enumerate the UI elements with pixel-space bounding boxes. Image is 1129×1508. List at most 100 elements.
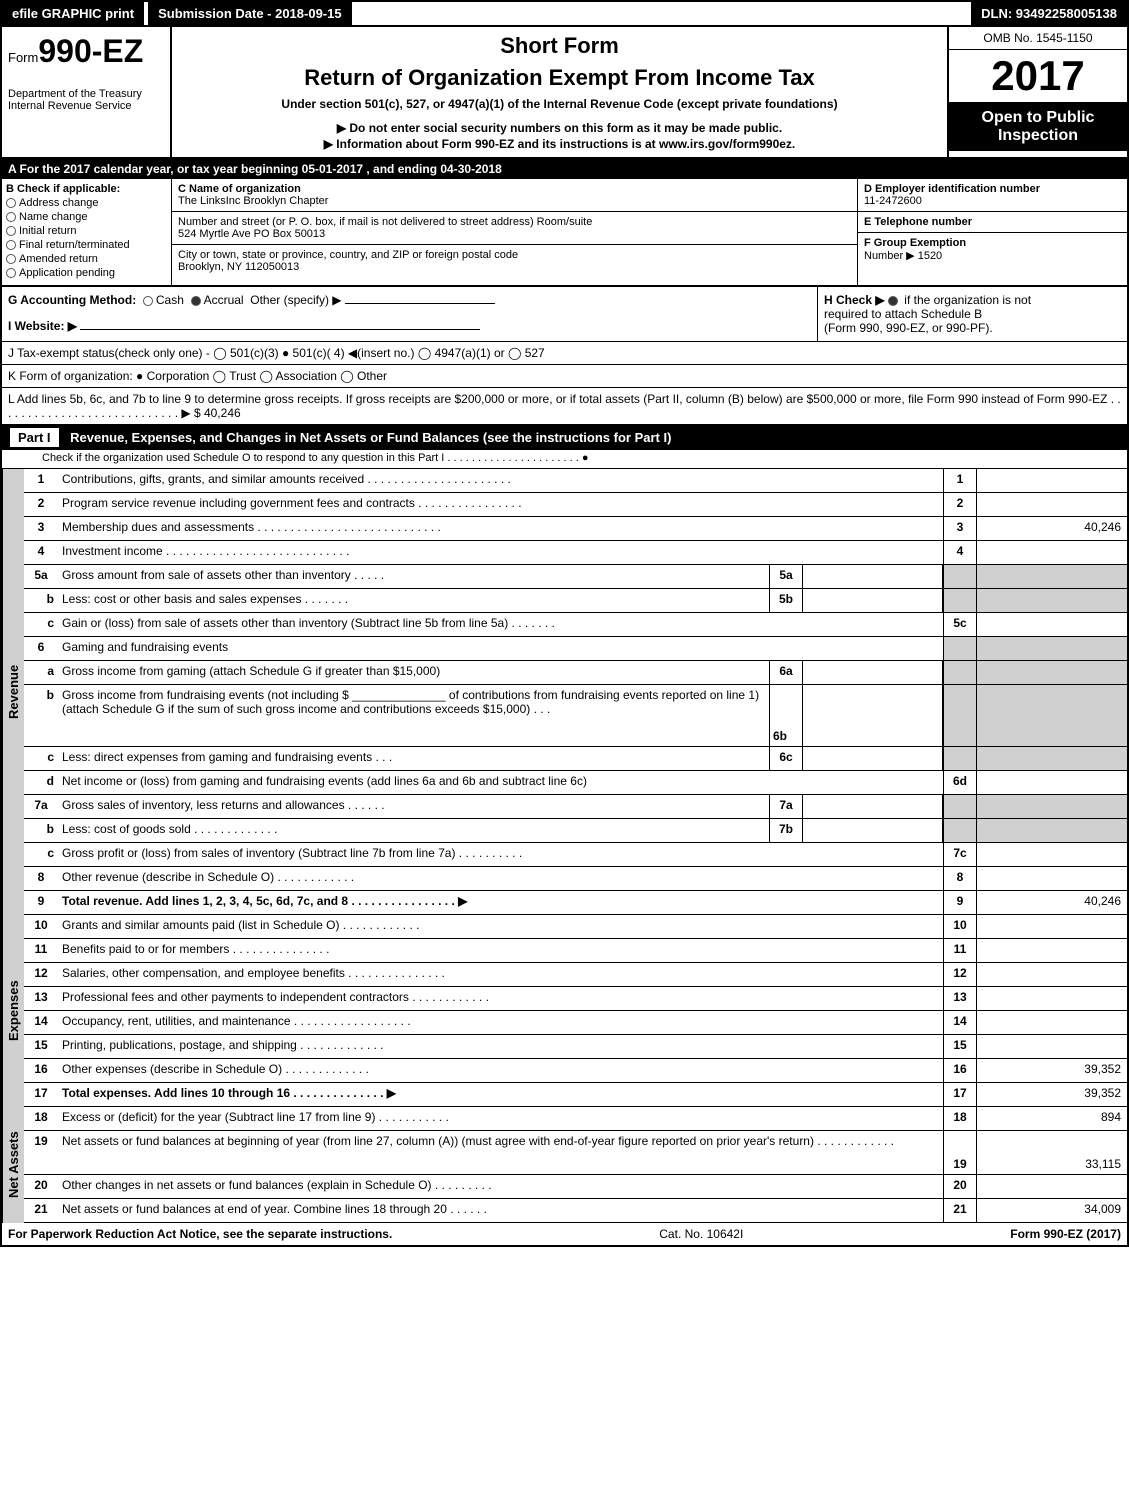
ld: Net assets or fund balances at beginning…: [58, 1131, 943, 1174]
page-footer: For Paperwork Reduction Act Notice, see …: [2, 1223, 1127, 1245]
form-subtitle: Under section 501(c), 527, or 4947(a)(1)…: [182, 97, 937, 111]
col-c-org-info: C Name of organization The LinksInc Broo…: [172, 179, 857, 285]
ld: Gaming and fundraising events: [58, 637, 943, 660]
chk-application-pending[interactable]: Application pending: [6, 267, 167, 279]
website-input[interactable]: [80, 329, 480, 330]
ln: 18: [24, 1107, 58, 1130]
open-line2: Inspection: [998, 127, 1078, 144]
line-16: 16Other expenses (describe in Schedule O…: [24, 1059, 1127, 1083]
row-a-calendar-year: A For the 2017 calendar year, or tax yea…: [2, 159, 1127, 179]
ln: 14: [24, 1011, 58, 1034]
chk-label: Final return/terminated: [19, 239, 130, 251]
lrv: 34,009: [977, 1199, 1127, 1222]
other-input[interactable]: [345, 303, 495, 304]
ln: 1: [24, 469, 58, 492]
ld: Gross income from fundraising events (no…: [58, 685, 769, 746]
ln: c: [24, 747, 58, 770]
expenses-section: Expenses 10Grants and similar amounts pa…: [2, 915, 1127, 1107]
lmv: [803, 589, 943, 612]
ld: Total revenue. Add lines 1, 2, 3, 4, 5c,…: [58, 891, 943, 914]
chk-label: Initial return: [19, 225, 76, 237]
revenue-rows: 1Contributions, gifts, grants, and simil…: [24, 469, 1127, 915]
chk-final-return[interactable]: Final return/terminated: [6, 239, 167, 251]
lrv: [977, 493, 1127, 516]
street-value: 524 Myrtle Ave PO Box 50013: [178, 228, 325, 240]
lrv: [977, 1011, 1127, 1034]
ln: 7a: [24, 795, 58, 818]
line-10: 10Grants and similar amounts paid (list …: [24, 915, 1127, 939]
lrv: [977, 867, 1127, 890]
top-bar-left: efile GRAPHIC print Submission Date - 20…: [2, 2, 352, 25]
lmv: [803, 795, 943, 818]
radio-cash[interactable]: [143, 296, 153, 306]
lrn: 21: [943, 1199, 977, 1222]
lrn: 2: [943, 493, 977, 516]
header-right: OMB No. 1545-1150 2017 Open to Public In…: [947, 27, 1127, 157]
lrv: 40,246: [977, 891, 1127, 914]
ld: Net income or (loss) from gaming and fun…: [58, 771, 943, 794]
lrn: [943, 637, 977, 660]
department-line2: Internal Revenue Service: [8, 100, 164, 112]
ln: c: [24, 843, 58, 866]
line-5a: 5aGross amount from sale of assets other…: [24, 565, 1127, 589]
form-prefix: Form: [8, 50, 38, 65]
omb-number: OMB No. 1545-1150: [949, 27, 1127, 50]
line-6: 6Gaming and fundraising events: [24, 637, 1127, 661]
line-17: 17Total expenses. Add lines 10 through 1…: [24, 1083, 1127, 1107]
part-number: Part I: [10, 428, 59, 447]
row-k-org-form: K Form of organization: ● Corporation ◯ …: [2, 365, 1127, 388]
city-value: Brooklyn, NY 112050013: [178, 261, 299, 273]
lrv: [977, 565, 1127, 588]
lrn: [943, 661, 977, 684]
col-def: D Employer identification number 11-2472…: [857, 179, 1127, 285]
org-name-cell: C Name of organization The LinksInc Broo…: [172, 179, 857, 212]
org-name-label: C Name of organization: [178, 183, 851, 195]
street-label: Number and street (or P. O. box, if mail…: [178, 216, 592, 228]
lrv: [977, 939, 1127, 962]
lmn: 7b: [769, 819, 803, 842]
lrn: 11: [943, 939, 977, 962]
lrv: [977, 747, 1127, 770]
chk-initial-return[interactable]: Initial return: [6, 225, 167, 237]
h-checkbox[interactable]: [888, 296, 898, 306]
ld: Grants and similar amounts paid (list in…: [58, 915, 943, 938]
line-7a: 7aGross sales of inventory, less returns…: [24, 795, 1127, 819]
part-title: Revenue, Expenses, and Changes in Net As…: [70, 430, 671, 445]
ln: c: [24, 613, 58, 636]
ln: b: [24, 685, 58, 746]
chk-amended-return[interactable]: Amended return: [6, 253, 167, 265]
ld: Other changes in net assets or fund bala…: [58, 1175, 943, 1198]
row-l-gross-receipts: L Add lines 5b, 6c, and 7b to line 9 to …: [2, 388, 1127, 425]
row-gh: G Accounting Method: Cash Accrual Other …: [2, 287, 1127, 342]
line-7c: cGross profit or (loss) from sales of in…: [24, 843, 1127, 867]
lrv: 894: [977, 1107, 1127, 1130]
efile-print-button[interactable]: efile GRAPHIC print: [2, 2, 144, 25]
line-6b: bGross income from fundraising events (n…: [24, 685, 1127, 747]
h-text1: if the organization is not: [904, 293, 1031, 307]
open-to-public: Open to Public Inspection: [949, 103, 1127, 151]
open-line1: Open to Public: [982, 109, 1095, 126]
chk-name-change[interactable]: Name change: [6, 211, 167, 223]
ln: 5a: [24, 565, 58, 588]
lrv: [977, 613, 1127, 636]
telephone-cell: E Telephone number: [858, 212, 1127, 233]
radio-accrual[interactable]: [191, 296, 201, 306]
lrn: [943, 565, 977, 588]
instruction-1: ▶ Do not enter social security numbers o…: [182, 121, 937, 135]
lrn: 9: [943, 891, 977, 914]
line-20: 20Other changes in net assets or fund ba…: [24, 1175, 1127, 1199]
ld: Salaries, other compensation, and employ…: [58, 963, 943, 986]
lrv: [977, 915, 1127, 938]
ln: 11: [24, 939, 58, 962]
lrv: 40,246: [977, 517, 1127, 540]
col-b-checkboxes: B Check if applicable: Address change Na…: [2, 179, 172, 285]
lmv: [803, 819, 943, 842]
lrn: 6d: [943, 771, 977, 794]
l-text: L Add lines 5b, 6c, and 7b to line 9 to …: [8, 392, 1121, 420]
ln: 16: [24, 1059, 58, 1082]
lrv: [977, 661, 1127, 684]
line-7b: bLess: cost of goods sold . . . . . . . …: [24, 819, 1127, 843]
lrn: 20: [943, 1175, 977, 1198]
chk-address-change[interactable]: Address change: [6, 197, 167, 209]
ln: b: [24, 819, 58, 842]
